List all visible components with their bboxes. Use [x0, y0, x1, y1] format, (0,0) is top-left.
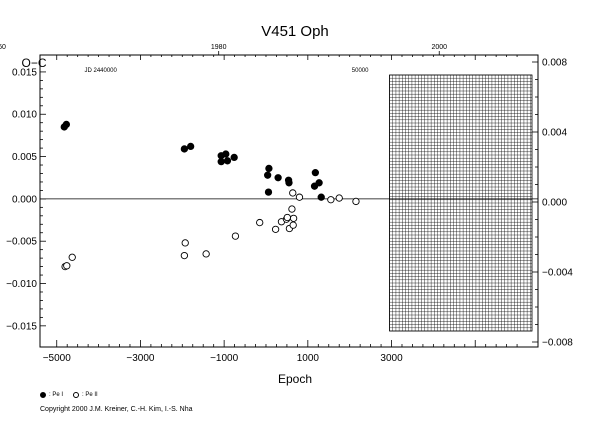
data-point-pe1 [230, 153, 238, 162]
y-tick-label: 0.000 [12, 194, 37, 205]
data-point-pe2 [63, 262, 71, 270]
data-point-pe2 [295, 193, 304, 201]
data-point-pe2 [352, 197, 360, 206]
plot-frame [39, 54, 539, 348]
x-tick-label: 1000 [297, 353, 320, 364]
data-point-pe2 [256, 218, 264, 227]
y-right-tick-label: 0.004 [542, 128, 567, 139]
data-point-pe2 [271, 225, 280, 234]
y-right-tick-label: −0.004 [542, 268, 573, 279]
y-tick-label: 0.005 [12, 152, 37, 163]
legend-item-pe2: : Pe II [73, 392, 98, 398]
x-tick-label: −1000 [210, 353, 239, 364]
x-tick-label: −5000 [43, 353, 72, 364]
data-point-pe1 [187, 142, 195, 151]
x-tick-label: 3000 [380, 353, 403, 364]
data-point-pe1 [274, 174, 282, 182]
y-tick-label: 0.010 [12, 110, 37, 121]
data-point-pe2 [327, 196, 335, 204]
y-right-tick-label: 0.000 [542, 198, 567, 209]
jd-axis-label: JD 2440000 [85, 68, 118, 74]
legend-item-pe1: : Pe I [40, 392, 63, 398]
data-point-pe1 [310, 182, 319, 190]
data-point-pe2 [231, 232, 240, 240]
data-point-pe2 [335, 194, 343, 202]
y-tick-label: −0.005 [6, 237, 37, 248]
open-circle-marker-icon [73, 392, 80, 398]
data-point-pe1 [264, 171, 272, 179]
jd-axis-label-2: 50000 [352, 68, 369, 74]
top-year-label: 1960 [0, 44, 6, 51]
data-point-pe2 [289, 214, 298, 223]
data-point-pe2 [181, 239, 189, 247]
top-year-label: 1980 [211, 44, 227, 51]
data-point-pe1 [317, 193, 325, 201]
y-tick-label: −0.015 [6, 321, 37, 332]
data-point-pe2 [180, 251, 189, 260]
y-tick-label: −0.010 [6, 279, 37, 290]
data-point-pe2 [202, 250, 210, 258]
chart-title: V451 Oph [261, 23, 329, 40]
x-tick-label: −3000 [126, 353, 155, 364]
data-point-pe1 [180, 145, 189, 153]
data-point-pe2 [283, 213, 291, 222]
data-point-pe1 [62, 120, 71, 129]
data-point-pe1 [217, 157, 225, 166]
y-right-tick-label: −0.008 [542, 338, 573, 349]
y-tick-label: 0.015 [12, 67, 37, 78]
data-point-pe1 [222, 150, 230, 158]
data-point-pe1 [311, 168, 320, 177]
data-point-pe2 [289, 189, 297, 197]
legend-label-pe1: : Pe I [49, 392, 64, 398]
data-point-pe2 [68, 253, 76, 261]
x-axis-label: Epoch [278, 372, 312, 386]
data-point-pe2 [288, 205, 296, 213]
legend-label-pe2: : Pe II [82, 392, 98, 398]
data-point-pe1 [265, 164, 273, 173]
data-point-pe2 [289, 221, 297, 229]
data-point-pe1 [223, 157, 232, 165]
data-point-pe1 [264, 188, 273, 196]
legend: : Pe I : Pe II [40, 392, 98, 398]
copyright-text: Copyright 2000 J.M. Kreiner, C.-H. Kim, … [40, 406, 193, 413]
y-right-tick-label: 0.008 [542, 58, 567, 69]
plot-area: −5000 −3000 −1000 1000 3000 1960 1980 2000 0.015… [0, 44, 573, 364]
filled-circle-marker-icon [40, 392, 46, 398]
data-point-pe1 [285, 179, 293, 187]
top-year-label: 2000 [431, 44, 447, 51]
